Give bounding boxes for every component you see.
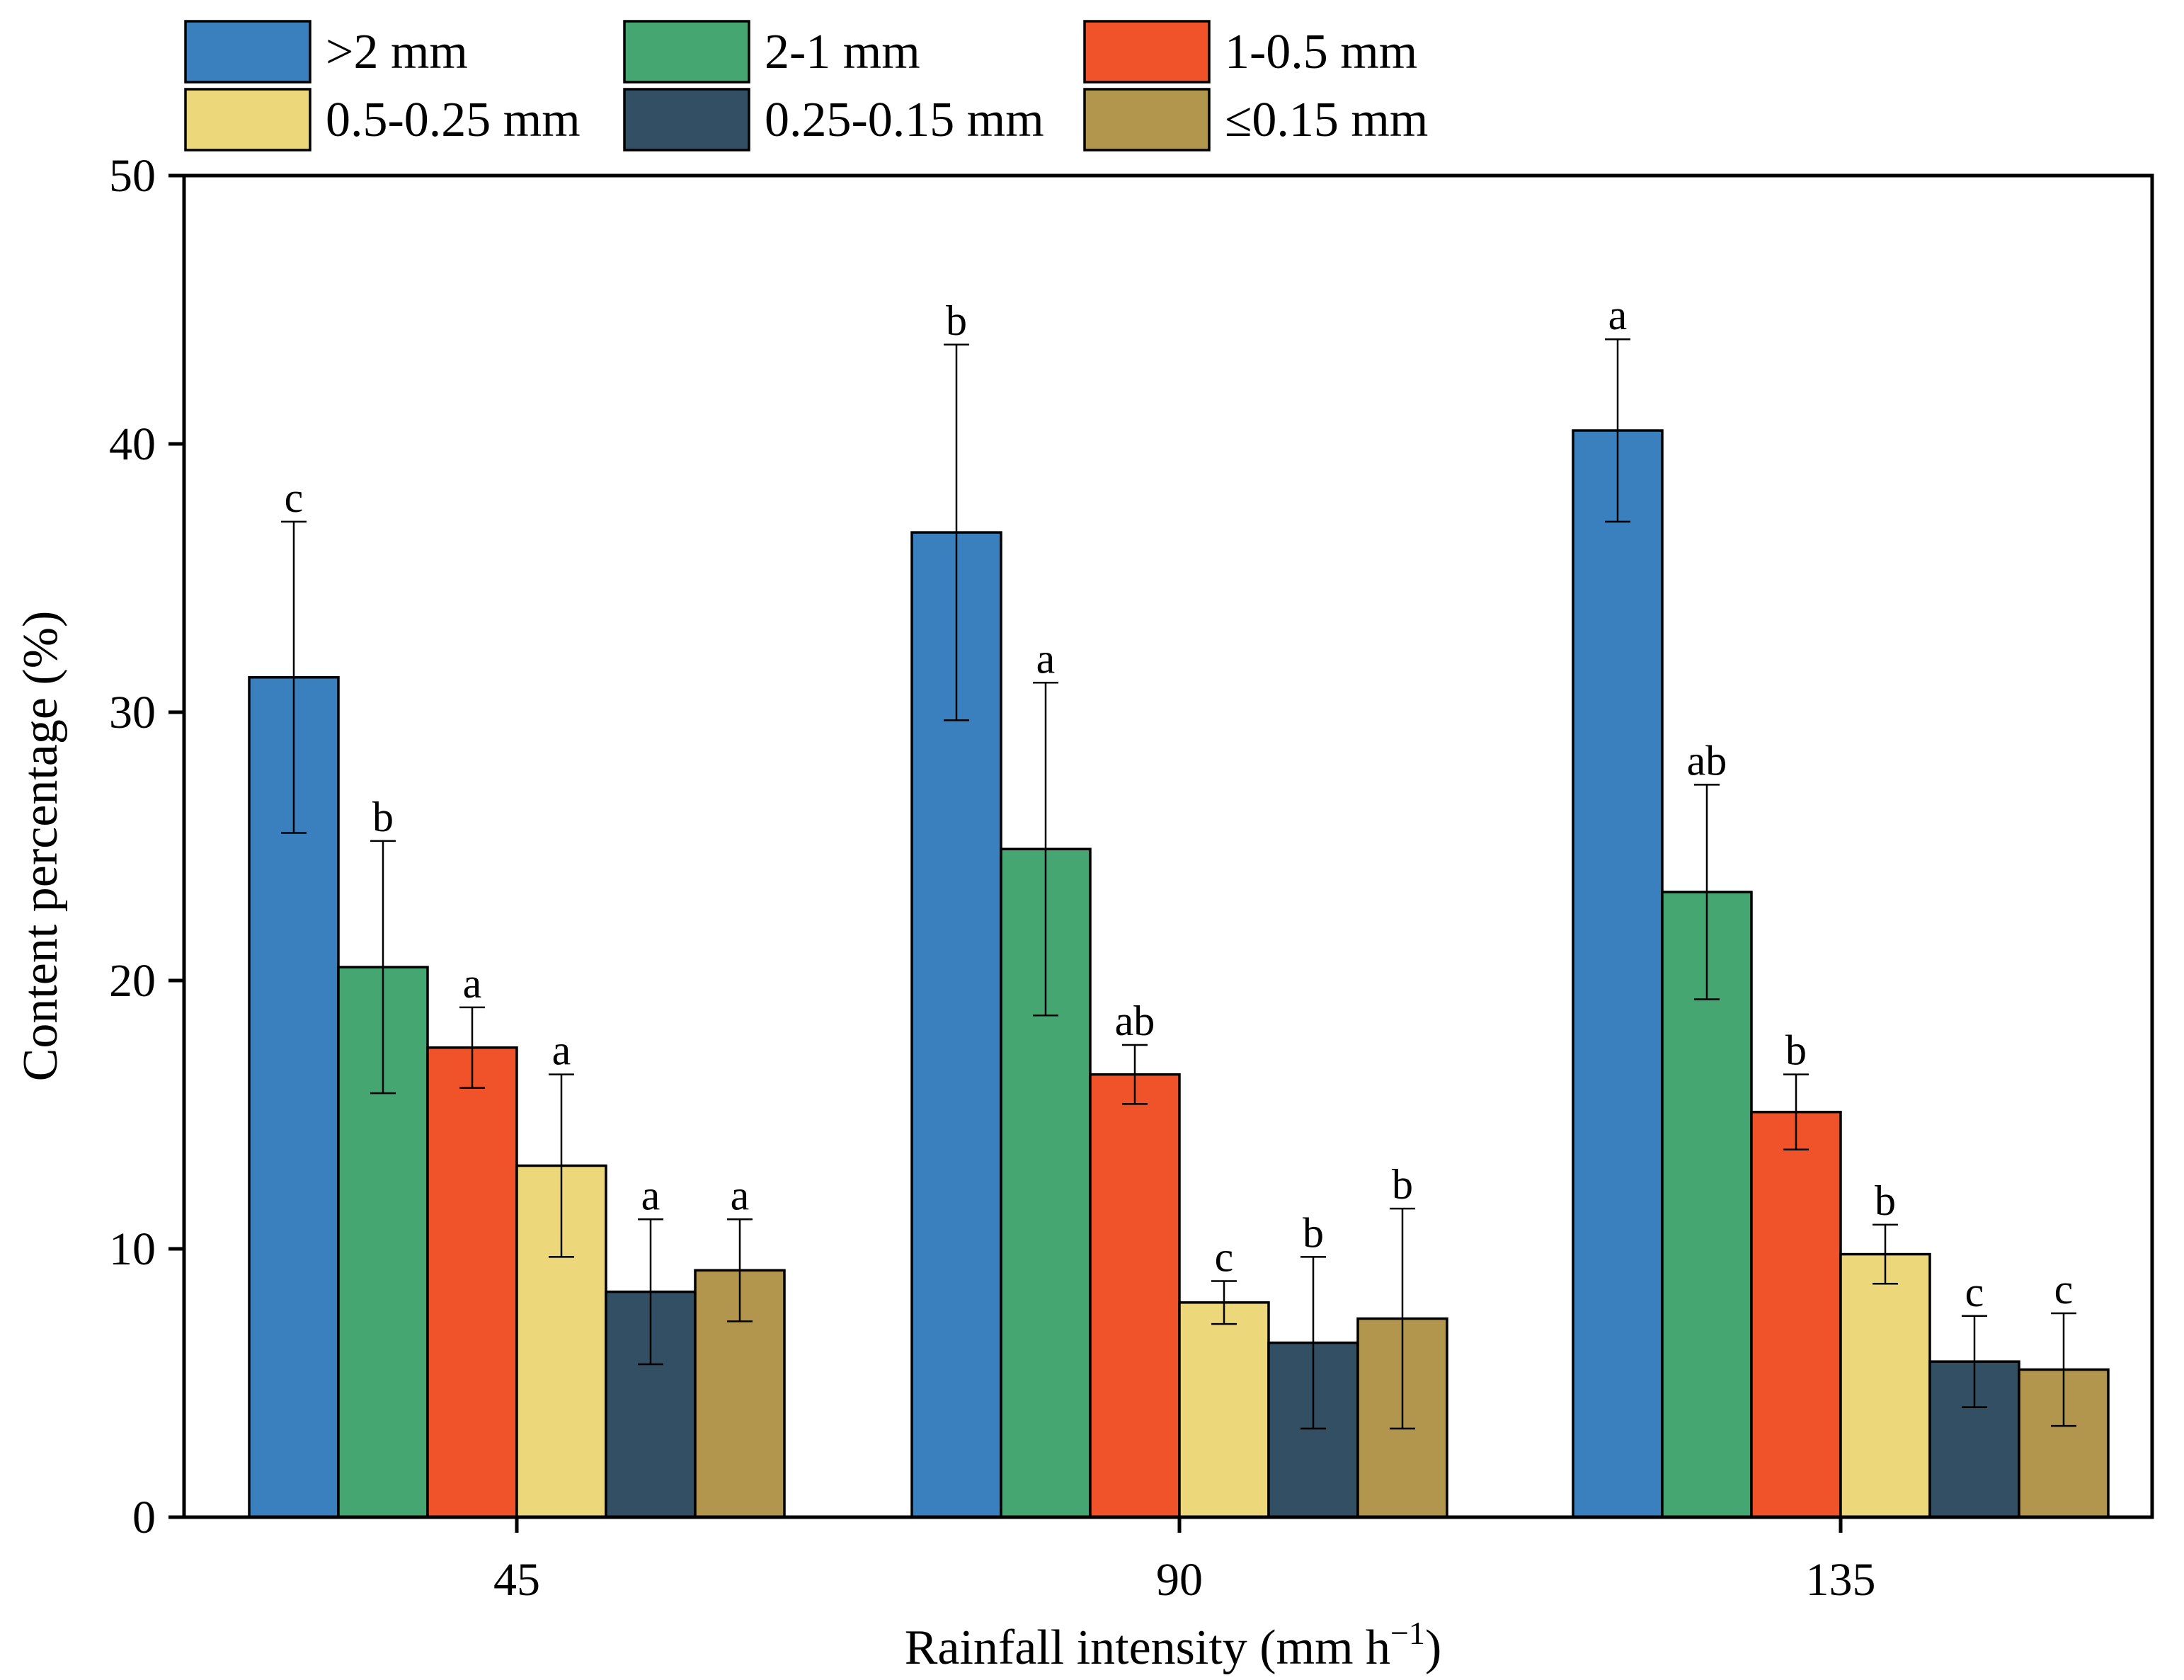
significance-letter: c xyxy=(1215,1233,1234,1280)
bar xyxy=(426,1046,518,1519)
bars xyxy=(248,429,2110,1519)
significance-letter: b xyxy=(946,297,967,344)
significance-letter: c xyxy=(2054,1266,2074,1313)
significance-letter: a xyxy=(731,1172,750,1218)
legend-swatch xyxy=(184,88,311,152)
y-tick-label: 0 xyxy=(132,1492,156,1543)
legend-label: 1-0.5 mm xyxy=(1225,25,1417,79)
y-tick-label: 40 xyxy=(109,418,156,470)
y-axis-title: Content percentage (%) xyxy=(13,611,68,1082)
significance-letter: b xyxy=(1392,1161,1413,1208)
legend-swatch xyxy=(1083,88,1211,152)
significance-letter: a xyxy=(1608,292,1628,338)
error-bars xyxy=(281,338,2076,1430)
x-tick-label: 135 xyxy=(1806,1554,1876,1606)
y-tick-label: 10 xyxy=(109,1223,156,1275)
legend-label: 0.5-0.25 mm xyxy=(326,93,581,147)
y-axis: 0 10 20 30 40 50 xyxy=(109,150,184,1543)
bar xyxy=(1750,1110,1842,1519)
x-tick-label: 45 xyxy=(493,1554,540,1606)
bar xyxy=(1572,429,1664,1519)
x-axis-title-main: Rainfall intensity (mm h xyxy=(905,1621,1390,1675)
plot-frame xyxy=(182,173,2154,1519)
y-tick-label: 30 xyxy=(109,687,156,738)
significance-letter: ab xyxy=(1687,737,1727,784)
significance-letter: b xyxy=(1785,1027,1807,1074)
significance-letter: a xyxy=(552,1027,571,1074)
legend-label: >2 mm xyxy=(326,25,468,79)
y-tick-label: 20 xyxy=(109,955,156,1007)
legend-swatch xyxy=(623,20,750,84)
x-tick-label: 90 xyxy=(1156,1554,1203,1606)
bar xyxy=(1089,1073,1181,1519)
legend: >2 mm 2-1 mm 1-0.5 mm 0.5-0.25 mm 0.25-0.15 … xyxy=(184,20,1428,152)
x-axis: 45 90 135 xyxy=(493,1517,1876,1606)
significance-letter: c xyxy=(1965,1269,1984,1315)
bar xyxy=(1178,1301,1270,1519)
legend-swatch xyxy=(184,20,311,84)
legend-label: ≤0.15 mm xyxy=(1225,93,1428,147)
significance-letter: c xyxy=(285,474,304,521)
significance-letter: a xyxy=(1036,635,1056,682)
legend-swatch xyxy=(623,88,750,152)
significance-letter: b xyxy=(1303,1209,1324,1256)
x-axis-title-end: ) xyxy=(1425,1621,1441,1675)
significance-letter: a xyxy=(641,1172,661,1218)
legend-label: 0.25-0.15 mm xyxy=(765,93,1044,147)
significance-letter: b xyxy=(372,794,394,840)
significance-letter: a xyxy=(463,960,482,1007)
x-axis-title-superscript: −1 xyxy=(1390,1615,1425,1651)
legend-swatch xyxy=(1083,20,1211,84)
bar xyxy=(1839,1252,1931,1519)
legend-label: 2-1 mm xyxy=(765,25,920,79)
significance-letter: b xyxy=(1875,1177,1896,1224)
x-axis-title: Rainfall intensity (mm h−1) xyxy=(905,1615,1442,1675)
significance-letter: ab xyxy=(1115,998,1155,1044)
y-tick-label: 50 xyxy=(109,150,156,202)
